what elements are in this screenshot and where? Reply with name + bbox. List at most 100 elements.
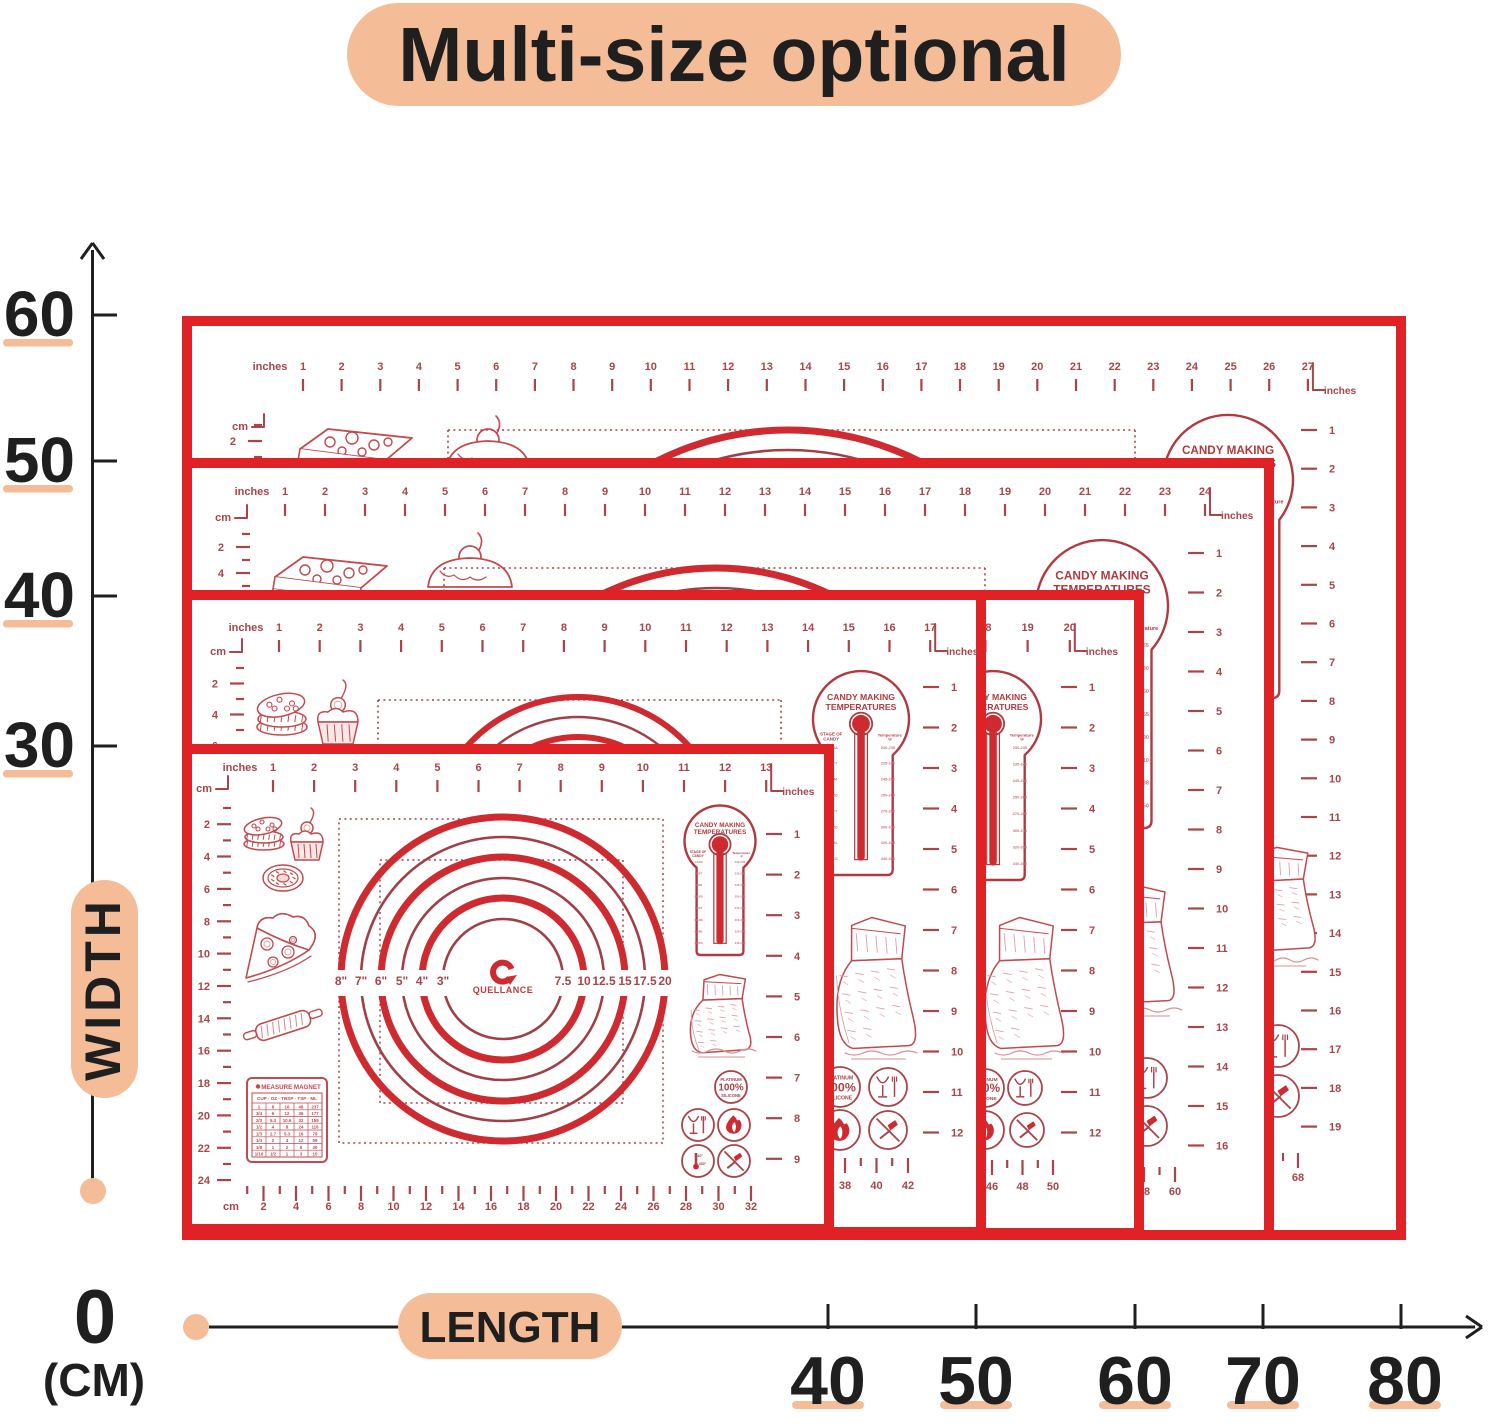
svg-text:1: 1: [1329, 425, 1335, 437]
svg-text:CRML: CRML: [695, 929, 704, 933]
svg-text:16: 16: [877, 361, 889, 373]
svg-text:28: 28: [680, 1201, 692, 1213]
svg-text:inches: inches: [1086, 647, 1119, 658]
svg-text:2: 2: [339, 361, 345, 373]
svg-text:inches: inches: [782, 787, 815, 798]
svg-text:23: 23: [1159, 486, 1171, 498]
svg-text:1: 1: [794, 829, 800, 841]
svg-text:10: 10: [951, 1047, 963, 1059]
svg-text:4: 4: [212, 710, 219, 722]
svg-text:6: 6: [325, 1201, 331, 1213]
svg-text:11: 11: [1089, 1087, 1101, 1099]
svg-text:19: 19: [1329, 1122, 1341, 1134]
svg-text:5: 5: [794, 991, 800, 1003]
svg-text:4: 4: [402, 486, 409, 498]
svg-text:15: 15: [618, 974, 632, 988]
svg-text:-40°: -40°: [696, 1154, 703, 1158]
svg-text:320-338: 320-338: [881, 840, 896, 845]
svg-text:10: 10: [387, 1201, 399, 1213]
svg-text:1: 1: [300, 361, 306, 373]
svg-text:8: 8: [794, 1113, 800, 1125]
svg-text:46: 46: [986, 1181, 998, 1193]
svg-text:4: 4: [951, 804, 958, 816]
svg-text:5.3: 5.3: [270, 1118, 277, 1123]
svg-text:13: 13: [760, 762, 772, 774]
svg-text:6: 6: [204, 884, 210, 896]
svg-text:4: 4: [204, 852, 211, 864]
svg-text:6": 6": [375, 974, 387, 988]
svg-text:38: 38: [839, 1180, 851, 1192]
svg-text:24: 24: [1199, 486, 1212, 498]
svg-text:7: 7: [520, 622, 526, 634]
svg-text:250-265: 250-265: [735, 895, 746, 899]
svg-text:12: 12: [420, 1201, 432, 1213]
svg-text:245-250: 245-250: [881, 777, 896, 782]
svg-text:8: 8: [558, 762, 564, 774]
svg-text:7: 7: [951, 925, 957, 937]
svg-text:59: 59: [313, 1138, 318, 1143]
svg-text:9: 9: [794, 1154, 800, 1166]
svg-text:48: 48: [1016, 1181, 1028, 1193]
svg-text:8: 8: [272, 1104, 275, 1109]
svg-text:2: 2: [1329, 464, 1335, 476]
svg-text:Temperature: Temperature: [732, 851, 750, 855]
svg-text:5: 5: [455, 361, 461, 373]
svg-text:100%: 100%: [718, 1083, 744, 1094]
svg-text:9: 9: [951, 1006, 957, 1018]
svg-text:245-250: 245-250: [735, 883, 746, 887]
svg-text:12: 12: [722, 361, 734, 373]
svg-text:1: 1: [951, 682, 957, 694]
svg-text:17: 17: [1329, 1044, 1341, 1056]
svg-text:CARA: CARA: [695, 860, 704, 864]
svg-text:9: 9: [602, 622, 608, 634]
svg-text:QUELLANCE: QUELLANCE: [473, 985, 534, 995]
svg-text:11: 11: [1216, 943, 1228, 955]
svg-text:7: 7: [794, 1073, 800, 1085]
svg-text:177: 177: [311, 1111, 319, 1116]
svg-text:8: 8: [358, 1201, 364, 1213]
svg-text:3: 3: [951, 763, 957, 775]
svg-text:20: 20: [198, 1110, 210, 1122]
svg-text:BRKS: BRKS: [695, 941, 703, 945]
svg-text:40: 40: [4, 559, 75, 631]
svg-text:3: 3: [1216, 627, 1222, 639]
svg-text:2: 2: [317, 622, 323, 634]
svg-text:25: 25: [1224, 361, 1236, 373]
svg-text:STAGE OF: STAGE OF: [690, 850, 707, 854]
svg-text:12: 12: [951, 1128, 963, 1140]
svg-text:50: 50: [4, 424, 75, 496]
svg-text:60: 60: [1169, 1186, 1181, 1198]
svg-text:2: 2: [1089, 723, 1095, 735]
svg-text:5: 5: [1329, 580, 1335, 592]
svg-text:14: 14: [1329, 928, 1342, 940]
svg-text:TEMPERATURES: TEMPERATURES: [826, 702, 897, 712]
svg-text:17.5: 17.5: [633, 974, 657, 988]
svg-text:LENGTH: LENGTH: [420, 1303, 601, 1352]
svg-text:18: 18: [517, 1201, 529, 1213]
svg-text:CANDY MAKING: CANDY MAKING: [827, 692, 895, 702]
svg-text:15: 15: [313, 1152, 318, 1157]
svg-text:6: 6: [951, 885, 957, 897]
svg-text:14: 14: [198, 1013, 211, 1025]
svg-text:1: 1: [286, 1152, 289, 1157]
svg-text:68: 68: [1292, 1172, 1304, 1184]
svg-text:32: 32: [299, 1118, 304, 1123]
svg-text:10: 10: [639, 622, 651, 634]
svg-text:1: 1: [258, 1104, 261, 1109]
svg-text:118: 118: [311, 1125, 319, 1130]
svg-text:PLATINUM: PLATINUM: [827, 1075, 853, 1081]
svg-text:3: 3: [352, 762, 358, 774]
svg-text:SOFT: SOFT: [695, 906, 703, 910]
svg-text:9: 9: [609, 361, 615, 373]
svg-text:70: 70: [1225, 1343, 1301, 1419]
svg-text:13: 13: [759, 486, 771, 498]
svg-text:cm: cm: [196, 783, 212, 795]
svg-text:340-350: 340-350: [881, 856, 896, 861]
svg-text:3: 3: [794, 910, 800, 922]
svg-text:0: 0: [74, 1275, 116, 1360]
svg-text:320-338: 320-338: [1013, 845, 1028, 850]
svg-text:inches: inches: [253, 361, 288, 373]
svg-text:CANDY MAKING: CANDY MAKING: [959, 692, 1027, 702]
svg-text:40: 40: [870, 1180, 882, 1192]
svg-text:6: 6: [300, 1145, 303, 1150]
